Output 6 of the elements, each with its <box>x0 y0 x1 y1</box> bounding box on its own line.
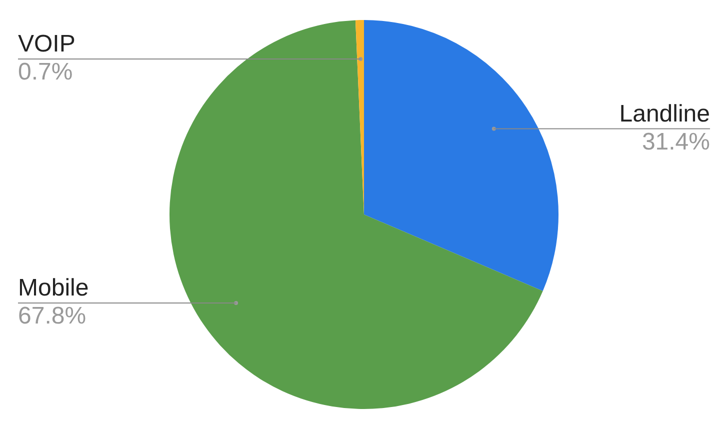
slice-label: Mobile <box>18 274 89 302</box>
slice-label: Landline <box>619 100 710 128</box>
data-label: 67.8% <box>18 302 86 330</box>
data-label: 31.4% <box>642 128 710 156</box>
slice-label: VOIP <box>18 30 76 58</box>
data-label: 0.7% <box>18 58 73 86</box>
